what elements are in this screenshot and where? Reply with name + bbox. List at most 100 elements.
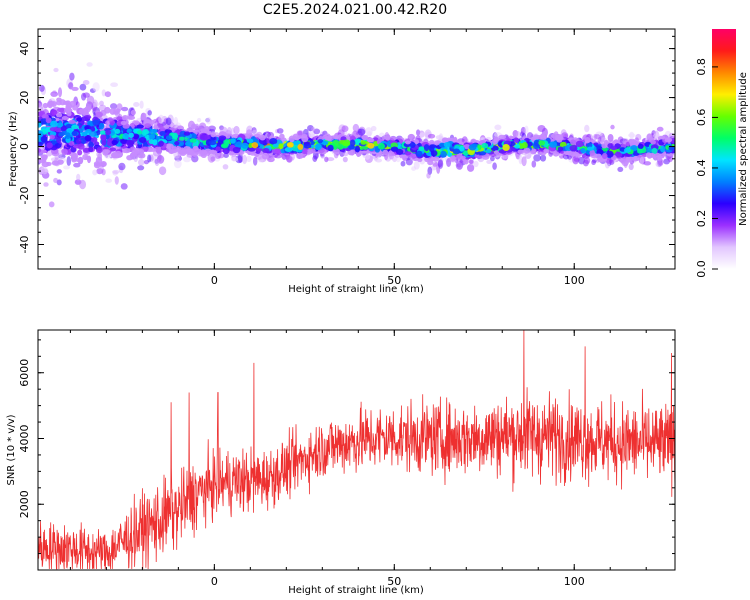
spectrogram-cell [246,138,254,143]
spectrogram-cell [614,151,623,158]
spectrogram-cell [584,124,590,133]
spectrogram-cell [75,157,83,163]
spectrogram-cell [653,152,662,157]
spectrogram-cell [98,162,106,167]
spectrogram-cell [104,91,112,98]
spectrogram-cell [463,144,471,150]
spectrogram-cell [233,125,240,135]
spectrogram-cell [102,149,109,156]
spectrogram-cell [138,137,147,143]
spectrogram-cell [459,155,466,160]
spectrogram-cell [120,120,127,126]
spectrogram-cell [56,122,64,128]
spectrogram-cell [49,134,55,140]
snr-series-line [38,330,675,570]
spectrogram-cell [109,103,118,110]
spectrogram-cell [76,117,82,122]
spectrogram-cell [109,108,116,115]
spectrogram-cell [502,144,510,151]
spectrogram-cell [405,158,413,166]
spectrogram-cell [73,162,81,168]
spectrogram-cell [137,130,143,135]
spectrogram-cell [349,135,356,142]
spectrogram-x-ticks: 0 50 100 [69,29,647,287]
spectrogram-cell [153,125,159,130]
spectrogram-cell [223,152,229,159]
spectrogram-cell [326,157,335,162]
spectrogram-cell [606,150,614,158]
spectrogram-cell [286,141,294,148]
spectrogram-frame [37,28,676,270]
spectrogram-cell [72,104,79,111]
spectrogram-cell [166,143,174,150]
spectrogram-cell [430,150,438,157]
spectrogram-marks [38,62,675,208]
spectrogram-cell [349,139,356,147]
colorbar-tick-label: 0.2 [695,210,708,228]
spectrogram-cell [514,144,521,149]
spectrogram-cell [537,124,546,133]
spectrogram-cell [136,124,144,129]
spectrogram-cell [100,134,107,141]
spectrogram-cell [85,129,92,134]
spectrogram-cell [407,133,415,141]
spectrogram-cell [607,133,614,143]
spectrogram-cell [85,155,91,161]
spectrogram-cell [46,142,53,149]
spectrogram-cell [360,140,367,145]
spectrogram-cell [480,136,486,141]
snr-y-tick-label: 4000 [18,424,31,452]
spectrogram-cell [627,133,636,138]
spectrogram-cell [65,132,71,140]
spectrogram-cell [556,136,563,143]
spectrogram-cell [390,142,399,149]
spectrogram-cell [385,134,391,141]
spectrogram-cell [174,141,180,146]
snr-x-tick-label: 0 [211,575,218,588]
spectrogram-cell [533,154,541,162]
colorbar: 0.0 0.2 0.4 0.6 0.8 Normalized spectral ampl… [695,29,749,278]
spectrogram-cell [310,148,316,154]
spectrogram-cell [84,134,92,142]
spectrogram-cell [76,173,81,181]
spectrogram-cell [301,148,308,155]
spectrogram-cell [623,147,631,153]
spectrogram-cell [459,145,465,152]
spectrogram-cell [204,126,210,132]
spectrogram-cell [79,179,87,190]
spectrogram-cell [208,140,217,146]
spectrogram-cell [274,154,282,159]
spectrogram-cell [38,136,42,144]
spectrogram-cell [513,137,519,144]
spectrogram-cell [494,124,502,131]
spectrogram-cell [591,159,596,165]
spectrogram-cell [419,132,426,138]
spectrogram-cell [437,159,444,169]
spectrogram-cell [104,106,111,114]
spectrogram-cell [183,156,191,163]
snr-x-tick-label: 100 [564,575,585,588]
spectrogram-cell [251,142,259,149]
spectrogram-cell [82,92,90,98]
spectrogram-cell [107,117,114,122]
spectrogram-cell [417,157,423,163]
spectrogram-cell [637,143,644,150]
spectrogram-cell [98,122,105,130]
spectrogram-cell [648,152,656,159]
spectrogram-cell [50,100,57,108]
spectrogram-cell [130,109,136,116]
spectrogram-cell [222,164,229,170]
spectrogram-cell [40,136,48,143]
spectrogram-cell [242,154,248,165]
spectrogram-cell [164,124,170,129]
spectrogram-cell [651,147,658,155]
spectrogram-cell [158,140,164,147]
spectrogram-cell [230,138,236,144]
spectrogram-cell [150,128,158,134]
spectrogram-cell [473,160,479,168]
spectrogram-cell [490,155,495,162]
spectrogram-cell [580,147,586,154]
spectrogram-cell [196,117,202,123]
spectrogram-cell [120,138,128,145]
spectrogram-cell [70,146,77,153]
